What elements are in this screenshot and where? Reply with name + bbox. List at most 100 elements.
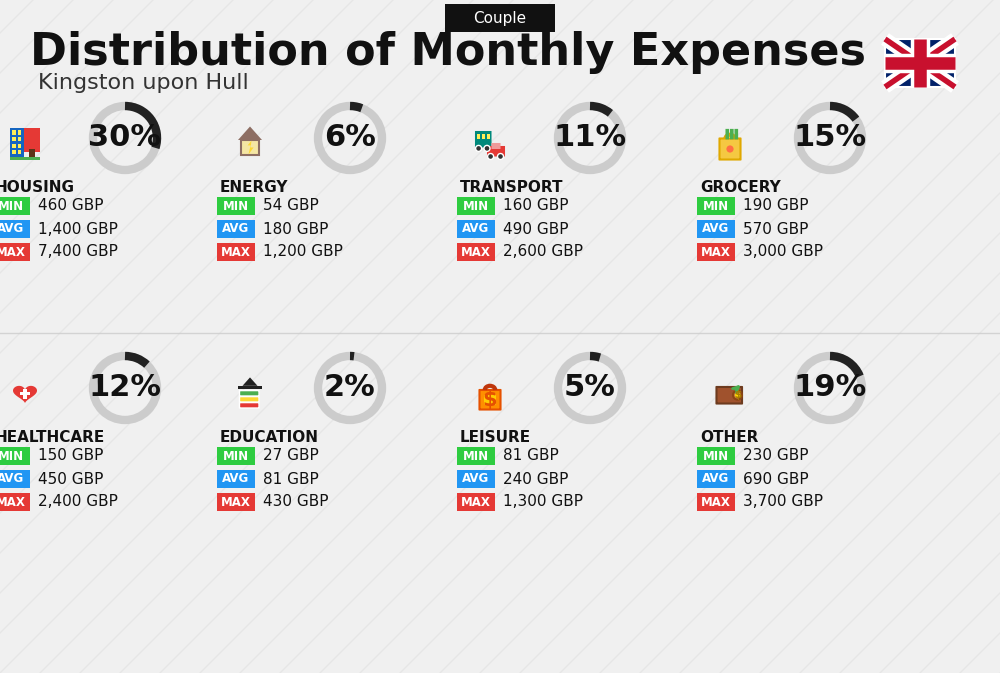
FancyBboxPatch shape (238, 386, 262, 390)
Text: 3,700 GBP: 3,700 GBP (743, 495, 823, 509)
Text: Distribution of Monthly Expenses: Distribution of Monthly Expenses (30, 32, 866, 75)
FancyBboxPatch shape (697, 243, 735, 261)
Text: 3,000 GBP: 3,000 GBP (743, 244, 823, 260)
Text: 81 GBP: 81 GBP (263, 472, 319, 487)
Text: MAX: MAX (0, 495, 26, 509)
FancyBboxPatch shape (0, 470, 30, 488)
FancyBboxPatch shape (18, 137, 21, 141)
FancyBboxPatch shape (12, 150, 16, 154)
Polygon shape (238, 127, 262, 140)
FancyBboxPatch shape (697, 493, 735, 511)
Text: 1,400 GBP: 1,400 GBP (38, 221, 118, 236)
Text: 12%: 12% (88, 374, 162, 402)
FancyBboxPatch shape (885, 39, 955, 87)
FancyBboxPatch shape (716, 387, 742, 404)
Text: MIN: MIN (223, 450, 249, 462)
FancyBboxPatch shape (487, 134, 490, 139)
Text: MIN: MIN (463, 199, 489, 213)
FancyBboxPatch shape (18, 143, 21, 148)
FancyBboxPatch shape (12, 137, 16, 141)
FancyBboxPatch shape (457, 197, 495, 215)
Text: MAX: MAX (461, 495, 491, 509)
Text: TRANSPORT: TRANSPORT (460, 180, 564, 195)
Text: 2%: 2% (324, 374, 376, 402)
FancyBboxPatch shape (487, 146, 505, 157)
Text: MAX: MAX (221, 495, 251, 509)
Text: 2,600 GBP: 2,600 GBP (503, 244, 583, 260)
FancyBboxPatch shape (477, 134, 480, 139)
FancyBboxPatch shape (725, 129, 729, 139)
Text: 30%: 30% (88, 124, 162, 153)
Text: 180 GBP: 180 GBP (263, 221, 328, 236)
Text: 240 GBP: 240 GBP (503, 472, 568, 487)
Text: MAX: MAX (0, 246, 26, 258)
FancyBboxPatch shape (239, 396, 259, 402)
Text: MIN: MIN (703, 450, 729, 462)
Text: MIN: MIN (463, 450, 489, 462)
FancyBboxPatch shape (734, 129, 738, 139)
Text: HOUSING: HOUSING (0, 180, 75, 195)
Text: 27 GBP: 27 GBP (263, 448, 319, 464)
FancyBboxPatch shape (697, 220, 735, 238)
FancyBboxPatch shape (18, 150, 21, 154)
FancyBboxPatch shape (719, 139, 741, 160)
FancyBboxPatch shape (217, 493, 255, 511)
Text: 5%: 5% (564, 374, 616, 402)
Text: AVG: AVG (0, 223, 25, 236)
Text: 230 GBP: 230 GBP (743, 448, 808, 464)
FancyBboxPatch shape (479, 390, 501, 409)
Circle shape (726, 145, 734, 153)
Circle shape (488, 153, 494, 160)
FancyBboxPatch shape (10, 128, 24, 158)
Text: LEISURE: LEISURE (460, 431, 531, 446)
FancyBboxPatch shape (484, 394, 496, 405)
FancyBboxPatch shape (20, 392, 30, 396)
Text: GROCERY: GROCERY (700, 180, 781, 195)
Polygon shape (13, 386, 37, 403)
FancyBboxPatch shape (0, 447, 30, 465)
FancyBboxPatch shape (18, 131, 21, 135)
Text: EDUCATION: EDUCATION (220, 431, 319, 446)
FancyBboxPatch shape (0, 243, 30, 261)
Text: Kingston upon Hull: Kingston upon Hull (38, 73, 249, 93)
FancyBboxPatch shape (217, 197, 255, 215)
Text: AVG: AVG (702, 223, 730, 236)
Circle shape (484, 145, 490, 151)
FancyBboxPatch shape (457, 470, 495, 488)
FancyBboxPatch shape (457, 493, 495, 511)
Text: 15%: 15% (793, 124, 867, 153)
Polygon shape (248, 141, 254, 154)
Text: HEALTHCARE: HEALTHCARE (0, 431, 105, 446)
Text: AVG: AVG (222, 223, 250, 236)
Text: MIN: MIN (0, 199, 24, 213)
FancyBboxPatch shape (697, 197, 735, 215)
FancyBboxPatch shape (10, 157, 40, 160)
FancyBboxPatch shape (217, 220, 255, 238)
Text: 19%: 19% (793, 374, 867, 402)
Text: 81 GBP: 81 GBP (503, 448, 559, 464)
Text: MAX: MAX (701, 246, 731, 258)
Text: AVG: AVG (222, 472, 250, 485)
FancyBboxPatch shape (217, 470, 255, 488)
FancyBboxPatch shape (457, 243, 495, 261)
Text: 450 GBP: 450 GBP (38, 472, 103, 487)
Text: 1,200 GBP: 1,200 GBP (263, 244, 343, 260)
Text: 570 GBP: 570 GBP (743, 221, 808, 236)
Polygon shape (242, 378, 258, 386)
FancyBboxPatch shape (475, 131, 492, 147)
FancyBboxPatch shape (217, 243, 255, 261)
Text: 2,400 GBP: 2,400 GBP (38, 495, 118, 509)
Text: OTHER: OTHER (700, 431, 758, 446)
FancyBboxPatch shape (445, 4, 555, 32)
FancyBboxPatch shape (457, 220, 495, 238)
FancyBboxPatch shape (217, 447, 255, 465)
Text: 1,300 GBP: 1,300 GBP (503, 495, 583, 509)
FancyBboxPatch shape (730, 129, 734, 139)
Text: Couple: Couple (473, 11, 527, 26)
FancyBboxPatch shape (12, 131, 16, 135)
FancyBboxPatch shape (24, 128, 40, 152)
Text: AVG: AVG (702, 472, 730, 485)
Text: 54 GBP: 54 GBP (263, 199, 319, 213)
Text: MAX: MAX (701, 495, 731, 509)
Text: 150 GBP: 150 GBP (38, 448, 103, 464)
